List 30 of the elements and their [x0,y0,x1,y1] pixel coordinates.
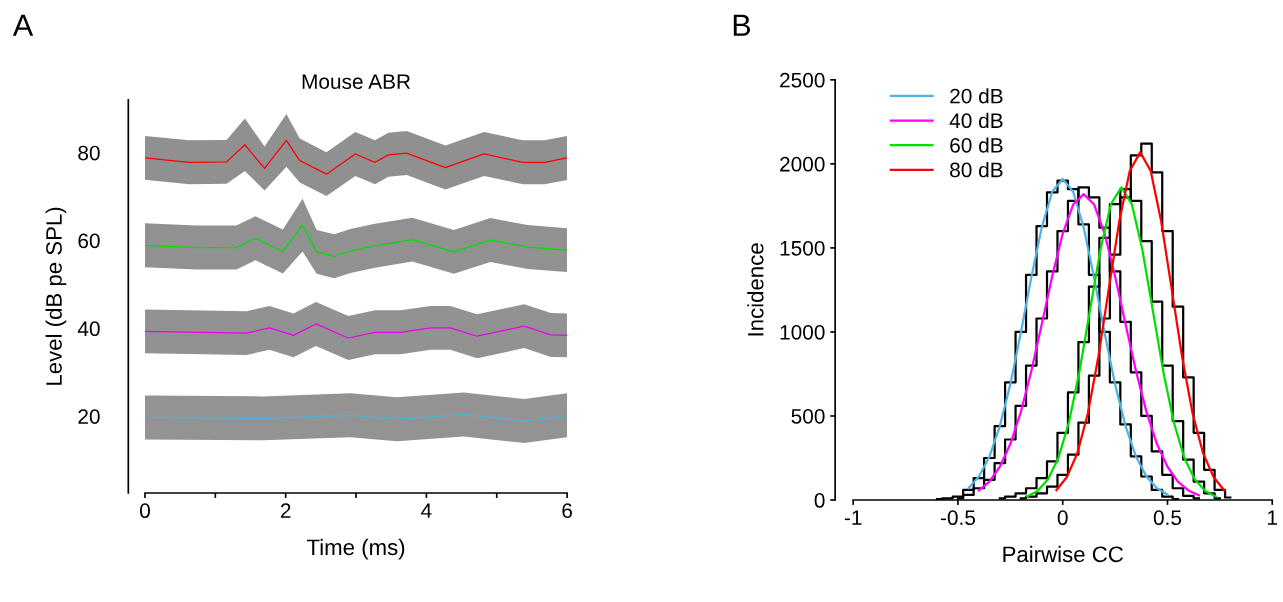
y-tick-label: 2000 [780,156,825,172]
x-tick-label: 0 [1057,510,1068,526]
x-tick-label: -1 [844,510,862,525]
x-tick-label: -0.5 [940,510,976,526]
y-tick-label: 20 [78,409,100,424]
y-axis-title: Level (dB pe SPL) [45,207,67,385]
legend-label: 20 dB [950,88,1003,104]
x-tick-label: 6 [562,503,572,519]
text: B [733,14,751,36]
x-tick-label: 0.5 [1153,510,1182,526]
x-tick-label: 2 [280,503,291,518]
legend-label: 40 dB [949,112,1003,129]
x-tick-label: 1 [1268,510,1277,525]
y-tick-label: 1500 [780,240,825,256]
y-tick-label: 500 [791,408,825,424]
legend-label: 80 dB [950,162,1003,178]
x-axis-title: Time (ms) [306,538,405,560]
chart-title: Mouse ABR [302,74,411,90]
x-tick-label: 0 [140,503,150,519]
x-axis-title: Pairwise CC [1003,545,1123,563]
x-tick-label: 4 [421,503,432,518]
y-tick-label: 1000 [780,324,825,340]
legend-label: 60 dB [950,137,1003,153]
text: A [12,14,34,36]
y-tick-label: 2500 [780,72,825,88]
y-tick-label: 0 [814,493,825,508]
y-tick-label: 80 [78,145,100,161]
y-axis-title: Incidence [747,243,764,336]
y-tick-label: 40 [77,321,100,337]
y-tick-label: 60 [78,233,100,249]
